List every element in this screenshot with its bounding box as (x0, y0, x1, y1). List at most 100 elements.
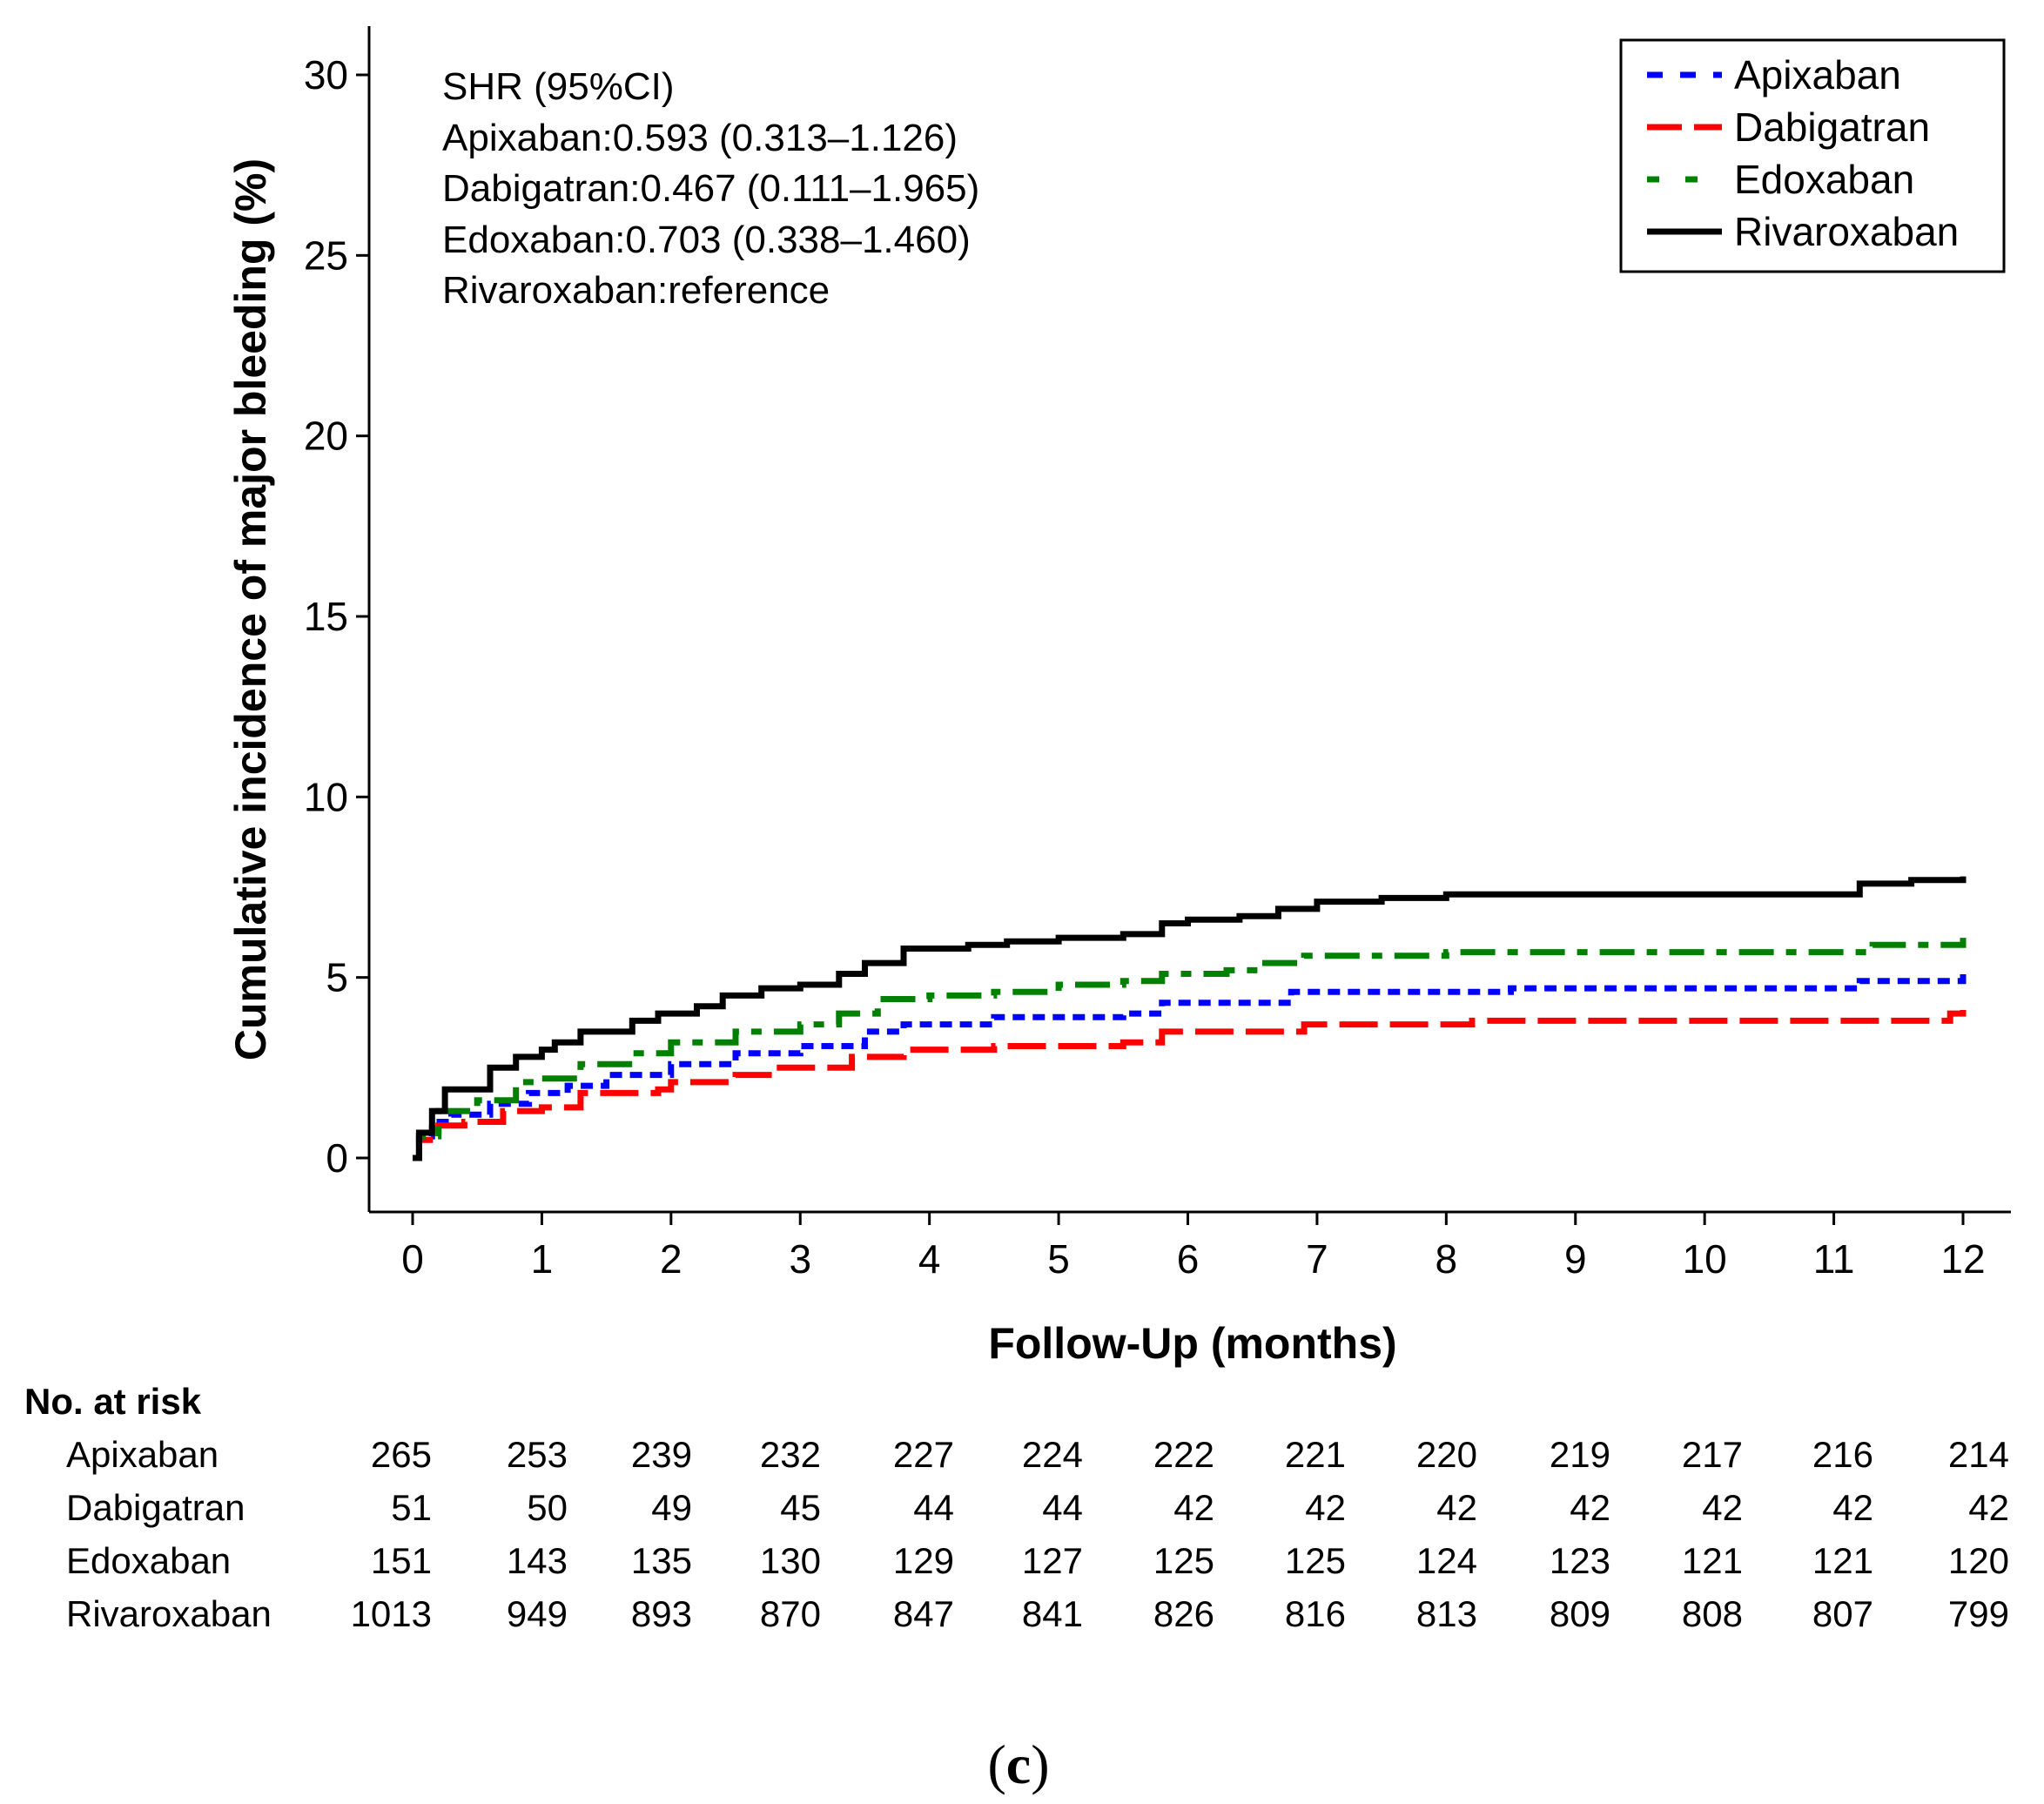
y-tick-label: 10 (304, 774, 348, 819)
risk-cell: 42 (1305, 1487, 1346, 1528)
risk-cell: 50 (527, 1487, 568, 1528)
x-tick-label: 8 (1436, 1236, 1458, 1282)
risk-table-title: No. at risk (24, 1381, 202, 1422)
risk-cell: 42 (1570, 1487, 1610, 1528)
risk-cell: 799 (1948, 1593, 2009, 1634)
risk-cell: 809 (1550, 1593, 1610, 1634)
x-tick-label: 12 (1940, 1236, 1985, 1282)
series-line-dabigatran (413, 1010, 1967, 1161)
y-tick-label: 30 (304, 52, 348, 98)
risk-cell: 826 (1153, 1593, 1214, 1634)
risk-cell: 135 (631, 1540, 692, 1581)
legend-label-rivaroxaban: Rivaroxaban (1734, 209, 1959, 254)
y-ticks: 0 5 10 15 20 25 30 (304, 52, 369, 1181)
risk-cell: 847 (893, 1593, 954, 1634)
risk-cell: 125 (1285, 1540, 1346, 1581)
risk-cell: 42 (1436, 1487, 1477, 1528)
x-ticks: 0 1 2 3 4 5 6 7 8 9 10 11 12 (401, 1212, 1986, 1282)
series-line-edoxaban (413, 938, 1967, 1161)
risk-cell: 143 (507, 1540, 568, 1581)
x-tick-label: 2 (660, 1236, 682, 1282)
risk-row-label-edoxaban: Edoxaban (66, 1540, 231, 1581)
y-tick-label: 5 (326, 955, 348, 1000)
x-tick-label: 11 (1813, 1236, 1855, 1282)
risk-cell: 807 (1812, 1593, 1873, 1634)
risk-cell: 216 (1812, 1434, 1873, 1475)
shr-dabigatran: Dabigatran:0.467 (0.111–1.965) (442, 167, 979, 210)
series-lines (413, 876, 1967, 1161)
risk-cell: 121 (1812, 1540, 1873, 1581)
risk-cell: 217 (1682, 1434, 1743, 1475)
risk-cell: 219 (1550, 1434, 1610, 1475)
x-tick-label: 4 (918, 1236, 941, 1282)
risk-cell: 44 (913, 1487, 954, 1528)
risk-cell: 232 (760, 1434, 821, 1475)
risk-cell: 49 (651, 1487, 692, 1528)
shr-title: SHR (95%CI) (442, 65, 675, 108)
risk-cell: 265 (371, 1434, 432, 1475)
shr-annotation: SHR (95%CI) Apixaban:0.593 (0.313–1.126)… (442, 65, 979, 312)
y-tick-label: 25 (304, 232, 348, 278)
x-tick-label: 9 (1564, 1236, 1587, 1282)
risk-cell: 214 (1948, 1434, 2009, 1475)
risk-cell: 222 (1153, 1434, 1214, 1475)
risk-cell: 949 (507, 1593, 568, 1634)
y-tick-label: 20 (304, 414, 348, 459)
risk-cell: 151 (371, 1540, 432, 1581)
y-axis-title: Cumulative incidence of major bleeding (… (226, 158, 275, 1060)
x-tick-label: 5 (1047, 1236, 1070, 1282)
risk-cell: 813 (1416, 1593, 1477, 1634)
x-tick-label: 7 (1306, 1236, 1328, 1282)
x-tick-label: 10 (1683, 1236, 1727, 1282)
risk-cell: 239 (631, 1434, 692, 1475)
series-line-apixaban (413, 973, 1967, 1161)
risk-row-label-apixaban: Apixaban (66, 1434, 219, 1475)
risk-cell: 129 (893, 1540, 954, 1581)
risk-cell: 870 (760, 1593, 821, 1634)
risk-row-label-dabigatran: Dabigatran (66, 1487, 245, 1528)
risk-cell: 120 (1948, 1540, 2009, 1581)
risk-cell: 125 (1153, 1540, 1214, 1581)
risk-cell: 224 (1022, 1434, 1083, 1475)
x-tick-label: 1 (531, 1236, 554, 1282)
risk-cell: 45 (780, 1487, 821, 1528)
risk-cell: 123 (1550, 1540, 1610, 1581)
y-tick-label: 15 (304, 594, 348, 639)
shr-apixaban: Apixaban:0.593 (0.313–1.126) (442, 117, 958, 159)
risk-cell: 42 (1832, 1487, 1873, 1528)
shr-rivaroxaban: Rivaroxaban:reference (442, 269, 830, 312)
risk-cell: 841 (1022, 1593, 1083, 1634)
risk-cell: 130 (760, 1540, 821, 1581)
risk-cell: 227 (893, 1434, 954, 1475)
x-tick-label: 3 (789, 1236, 811, 1282)
panel-label: (c) (987, 1733, 1049, 1795)
legend-label-dabigatran: Dabigatran (1734, 104, 1930, 150)
risk-cell: 51 (391, 1487, 432, 1528)
risk-cell: 808 (1682, 1593, 1743, 1634)
shr-edoxaban: Edoxaban:0.703 (0.338–1.460) (442, 219, 971, 261)
risk-cell: 44 (1042, 1487, 1083, 1528)
risk-table: No. at risk Apixaban 265 253 239 232 227 224 22… (24, 1381, 2009, 1634)
y-tick-label: 0 (326, 1135, 348, 1181)
risk-cell: 1013 (351, 1593, 432, 1634)
risk-cell: 220 (1416, 1434, 1477, 1475)
risk-cell: 42 (1702, 1487, 1743, 1528)
legend: Apixaban Dabigatran Edoxaban Rivaroxaban (1619, 38, 2006, 273)
risk-cell: 893 (631, 1593, 692, 1634)
plot-axes (367, 26, 2011, 1214)
risk-cell: 127 (1022, 1540, 1083, 1581)
x-axis-title: Follow-Up (months) (988, 1319, 1396, 1368)
risk-cell: 42 (1173, 1487, 1214, 1528)
risk-row-label-rivaroxaban: Rivaroxaban (66, 1593, 272, 1634)
legend-label-edoxaban: Edoxaban (1734, 157, 1914, 202)
risk-cell: 124 (1416, 1540, 1477, 1581)
risk-cell: 253 (507, 1434, 568, 1475)
risk-cell: 221 (1285, 1434, 1346, 1475)
risk-cell: 42 (1968, 1487, 2009, 1528)
legend-label-apixaban: Apixaban (1734, 52, 1901, 98)
x-tick-label: 6 (1177, 1236, 1200, 1282)
risk-cell: 816 (1285, 1593, 1346, 1634)
series-line-rivaroxaban (413, 876, 1967, 1161)
x-tick-label: 0 (401, 1236, 424, 1282)
